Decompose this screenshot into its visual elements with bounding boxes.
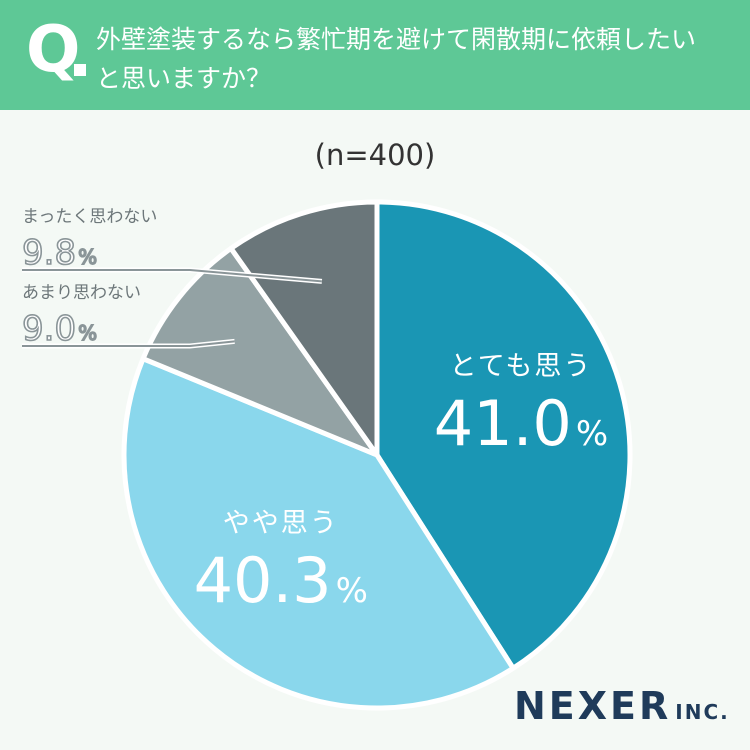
question-line-1: 外壁塗装するなら繁忙期を避けて閑散期に依頼したい — [96, 25, 697, 54]
pie-slice-3 — [228, 199, 380, 458]
question-header: Q 外壁塗装するなら繁忙期を避けて閑散期に依頼したい と思いますか？ — [0, 0, 750, 110]
pie-slice-2 — [140, 245, 380, 458]
outside-label-3: まったく思わない — [22, 207, 157, 227]
question-text: 外壁塗装するなら繁忙期を避けて閑散期に依頼したい と思いますか？ — [96, 20, 736, 98]
slice-value-0: 41.0% — [434, 387, 608, 460]
question-line-2: と思いますか？ — [96, 64, 272, 93]
leader-line-3 — [22, 269, 322, 283]
q-mark: Q — [26, 13, 81, 87]
outside-value-3: 9.8% — [22, 233, 97, 273]
sample-size: (n=400) — [314, 138, 436, 172]
brand-suffix: INC. — [675, 700, 730, 724]
pie-slice-1 — [121, 356, 516, 711]
slice-label-0: とても思う — [450, 351, 593, 382]
q-dot — [74, 64, 86, 76]
brand-logo: NEXER INC. — [514, 684, 730, 728]
outside-value-2: 9.0% — [22, 309, 97, 349]
outside-label-2: あまり思わない — [22, 283, 141, 303]
slice-value-1: 40.3% — [194, 544, 368, 617]
brand-name: NEXER — [514, 684, 672, 728]
slice-label-1: やや思う — [223, 508, 339, 539]
leader-line-2 — [22, 340, 235, 347]
